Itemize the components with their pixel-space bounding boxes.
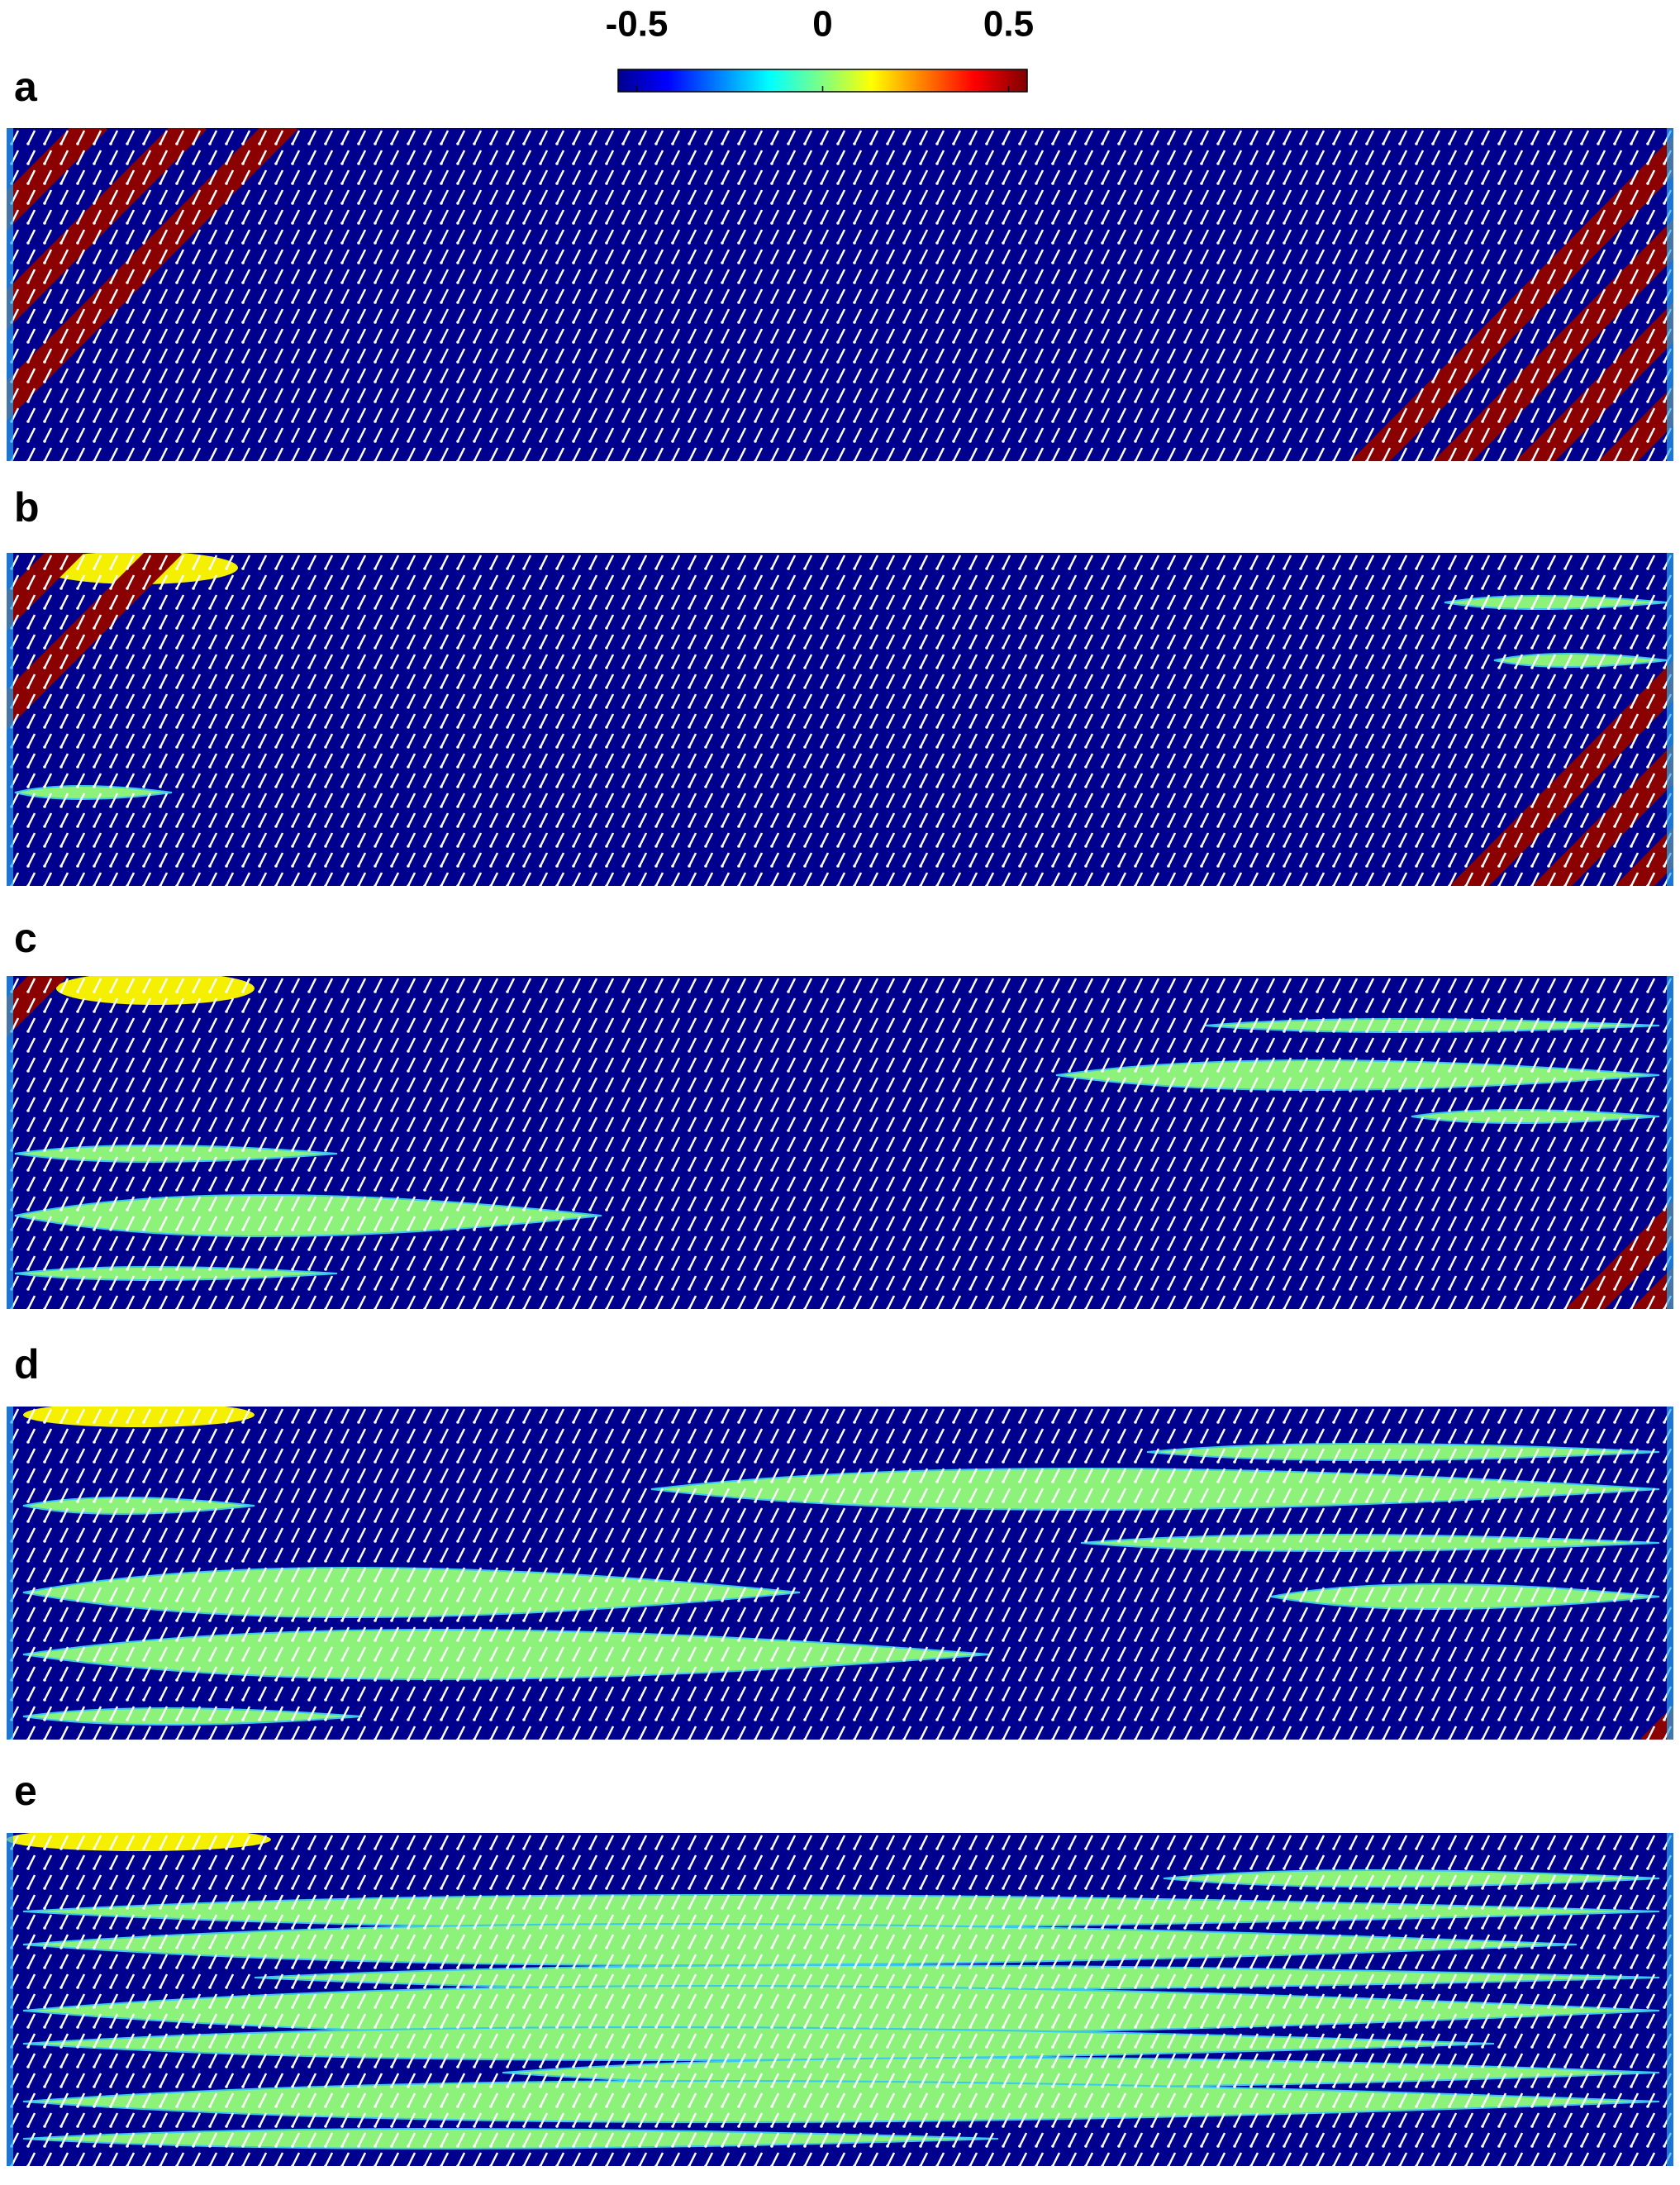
panel-edge-left bbox=[7, 1833, 13, 2166]
panel-edge-right bbox=[1667, 1407, 1673, 1740]
panel-edge-right bbox=[1667, 128, 1673, 461]
colorbar-tick-label: 0.5 bbox=[983, 4, 1034, 45]
panel-edge-left bbox=[7, 1407, 13, 1740]
field-panel bbox=[7, 128, 1673, 461]
field-vectors bbox=[7, 1407, 1673, 1740]
field-vectors bbox=[7, 553, 1673, 886]
field-panel bbox=[7, 1833, 1673, 2166]
panel-label: a bbox=[14, 64, 38, 110]
panel-edge-left bbox=[7, 976, 13, 1309]
field-panel bbox=[7, 976, 1673, 1309]
panel-label: d bbox=[14, 1341, 40, 1388]
panel-edge-left bbox=[7, 553, 13, 886]
field-panel bbox=[7, 1407, 1673, 1740]
panel-label: c bbox=[14, 915, 37, 961]
panel-edge-right bbox=[1667, 1833, 1673, 2166]
panel-edge-right bbox=[1667, 976, 1673, 1309]
field-panel bbox=[7, 553, 1673, 886]
panel-edge-right bbox=[1667, 553, 1673, 886]
panel-label: e bbox=[14, 1768, 37, 1814]
field-vectors bbox=[7, 1833, 1673, 2166]
field-vectors bbox=[7, 976, 1673, 1309]
field-vectors bbox=[7, 128, 1673, 461]
colorbar-tick-label: -0.5 bbox=[606, 4, 669, 45]
panel-edge-left bbox=[7, 128, 13, 461]
colorbar-tick-label: 0 bbox=[812, 4, 832, 45]
panel-label: b bbox=[14, 484, 40, 531]
